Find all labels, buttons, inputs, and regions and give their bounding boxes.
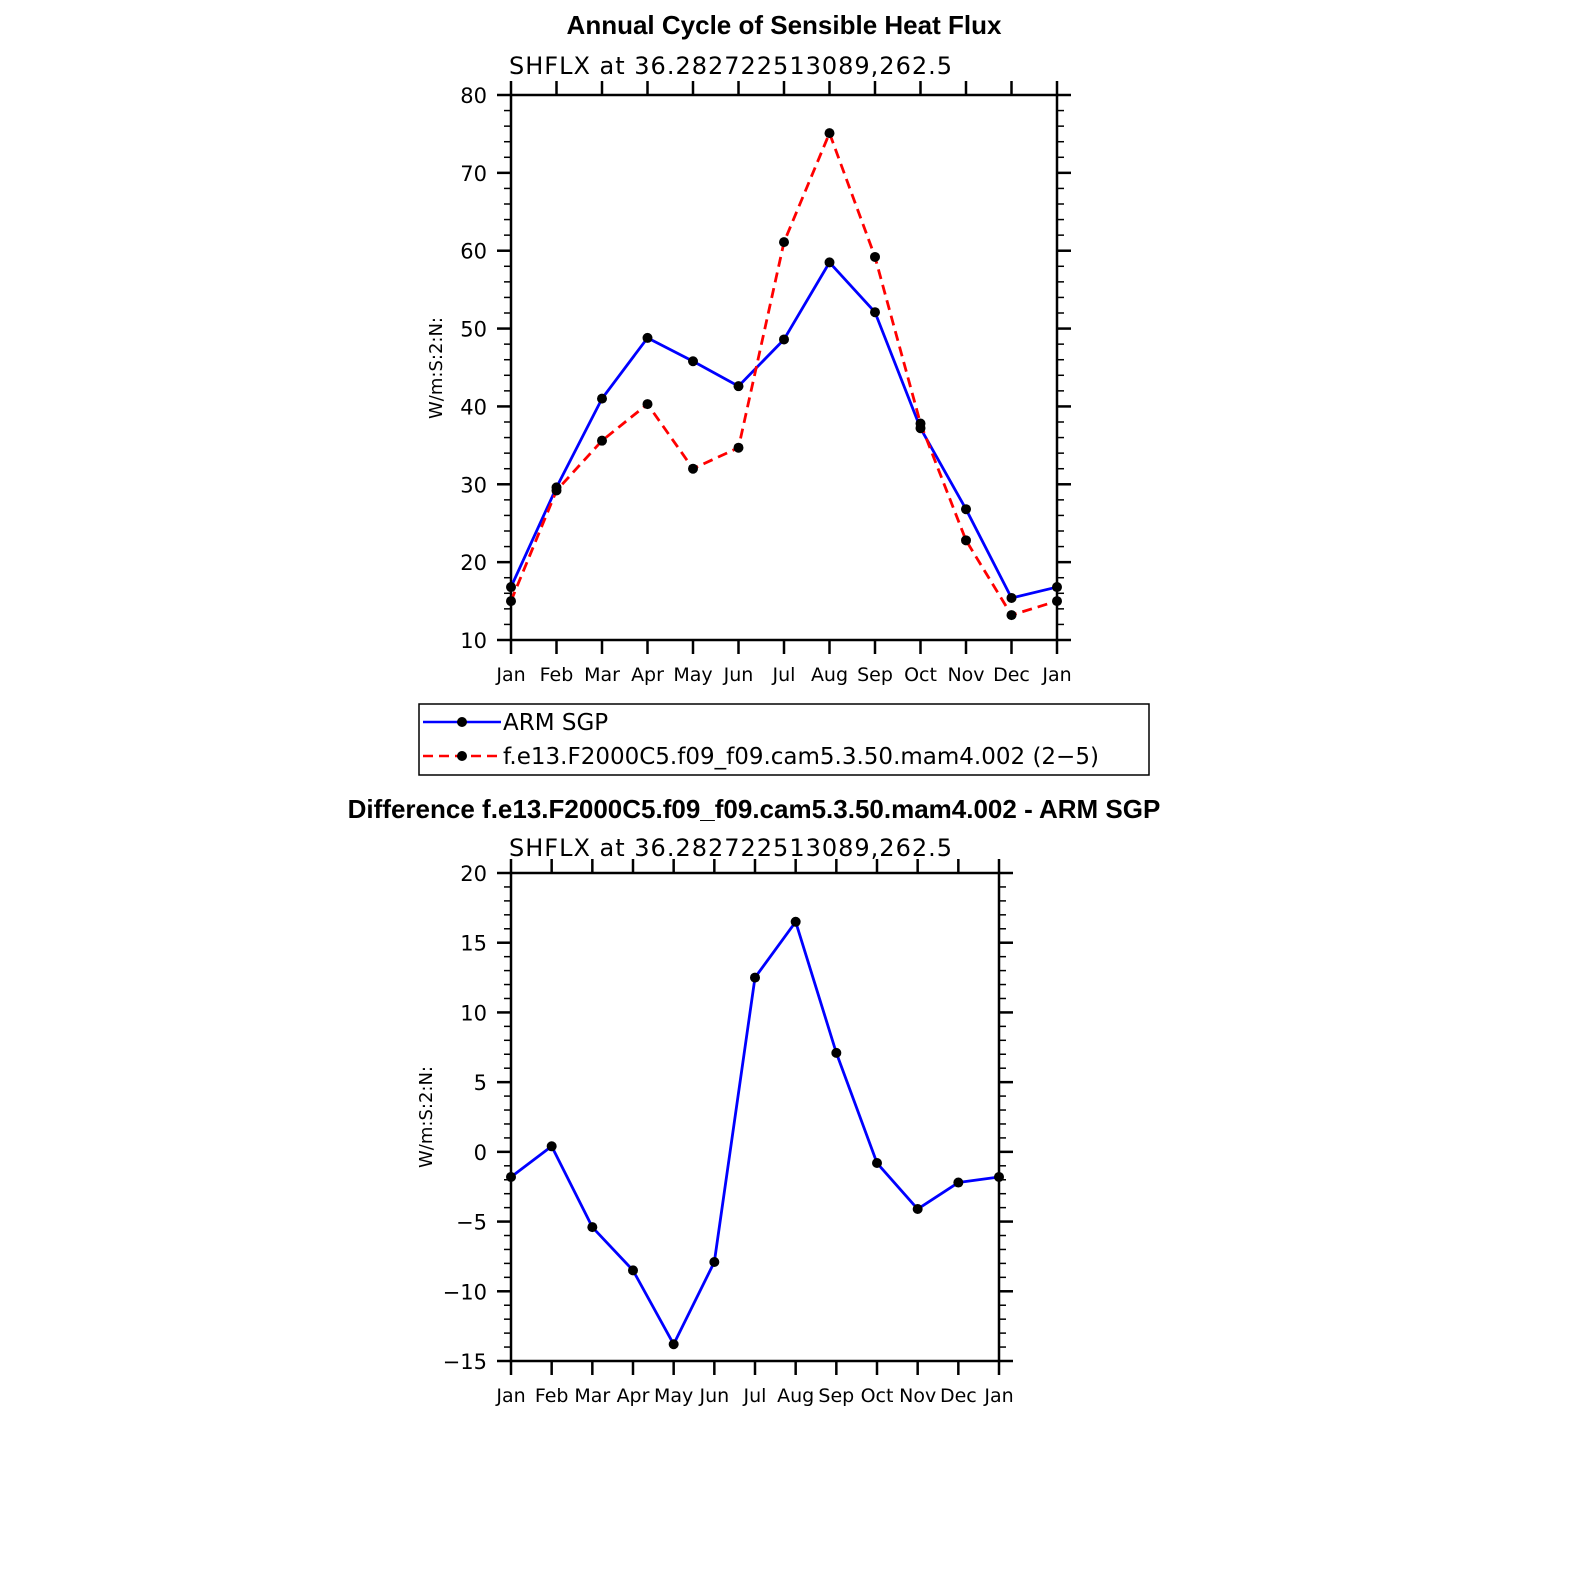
chart1-series-1-point <box>870 251 880 262</box>
legend-label-model: f.e13.F2000C5.f09_f09.cam5.3.50.mam4.002… <box>503 744 1099 770</box>
chart1-series-1-point <box>642 399 653 410</box>
chart2-series-0-point <box>668 1339 679 1350</box>
chart1-legend: ARM SGP f.e13.F2000C5.f09_f09.cam5.3.50.… <box>418 703 1150 776</box>
chart2-xtick-label: Jun <box>698 1385 729 1407</box>
chart2-series-0-point <box>587 1222 598 1233</box>
chart1-series-0-point <box>688 356 698 367</box>
chart1-series-1-point <box>506 596 516 607</box>
chart1-series-1-point <box>1052 596 1062 607</box>
chart2-xtick-label: May <box>654 1385 693 1407</box>
chart2-xtick-label: Oct <box>861 1385 894 1407</box>
chart1-series-1-point <box>915 418 926 429</box>
chart1-xtick-label: Sep <box>857 664 893 686</box>
chart2-xtick-label: Jul <box>743 1385 767 1407</box>
chart1-xtick-label: May <box>673 664 712 686</box>
chart1-ytick-label: 40 <box>460 395 487 419</box>
chart1-series-0-point <box>506 582 516 593</box>
chart2-ytick-label: 10 <box>460 1001 487 1025</box>
chart2-ytick-label: 15 <box>460 932 487 956</box>
chart2-frame <box>509 871 1001 1363</box>
chart2-series-0-point <box>750 972 760 983</box>
chart1-xtick-label: Oct <box>904 664 937 686</box>
chart1-series-1-point <box>597 435 607 446</box>
chart1-series-1-point <box>688 463 698 474</box>
chart2-series-0-point <box>709 1257 720 1268</box>
chart2-ytick-label: −5 <box>456 1211 487 1235</box>
chart1-xtick-label: Apr <box>631 664 664 686</box>
legend-marker-arm <box>457 717 467 727</box>
chart2-subtitle: SHFLX at 36.282722513089,262.5 <box>509 834 953 862</box>
chart1-xtick-label: Mar <box>584 664 620 686</box>
chart1-series-1-point <box>733 442 744 453</box>
chart1-ytick-label: 70 <box>460 162 487 186</box>
chart2-xtick-label: Feb <box>535 1385 569 1407</box>
chart2-ytick-label: 0 <box>474 1141 487 1165</box>
chart2-series-0-point <box>994 1171 1004 1182</box>
chart2-xtick-label: Sep <box>818 1385 854 1407</box>
chart1-ytick-label: 10 <box>460 629 487 653</box>
chart2-series-0-point <box>872 1158 882 1169</box>
chart1-ytick-label: 20 <box>460 551 487 575</box>
chart2-xtick-label: Apr <box>617 1385 650 1407</box>
chart1-series-1-point <box>551 485 562 496</box>
chart2-xtick-label: Dec <box>940 1385 977 1407</box>
chart1-ytick-label: 80 <box>460 84 487 108</box>
chart1-series-1-point <box>824 128 835 139</box>
chart1-ytick-label: 50 <box>460 318 487 342</box>
chart1-series-0-point <box>1006 592 1017 603</box>
chart2-xtick-label: Jan <box>983 1385 1013 1407</box>
chart2-ytick-label: −15 <box>443 1350 487 1374</box>
chart1-xtick-label: Jan <box>1041 664 1071 686</box>
chart1-plot: 10 20 30 40 50 60 70 80 Jan Feb Mar Apr May Jun Jul Aug… <box>460 81 1072 686</box>
chart1-subtitle: SHFLX at 36.282722513089,262.5 <box>509 52 953 80</box>
chart1-series-0-point <box>961 504 971 515</box>
legend-label-arm: ARM SGP <box>503 710 608 736</box>
chart2-ytick-label: −10 <box>443 1280 487 1304</box>
chart1-series-0-point <box>1052 582 1062 593</box>
chart1-xtick-label: Aug <box>811 664 848 686</box>
legend-marker-model <box>457 751 467 761</box>
chart2-xtick-label: Aug <box>777 1385 814 1407</box>
chart1-series-0-point <box>597 393 607 404</box>
chart2-series-0-line <box>510 920 1000 1346</box>
chart1-ytick-label: 30 <box>460 473 487 497</box>
chart2-series-0-point <box>953 1177 964 1188</box>
chart1-series-0-point <box>733 381 744 392</box>
chart1-xtick-label: Feb <box>540 664 574 686</box>
chart1-series-0-point <box>779 334 789 345</box>
chart2-plot: −15 −10 −5 0 5 10 15 20 Jan Feb Mar Apr May Jun Jul Aug… <box>443 859 1014 1407</box>
chart2-xtick-label: Nov <box>899 1385 936 1407</box>
chart1-series-0-point <box>642 332 653 343</box>
chart2-ytick-label: 20 <box>460 862 487 886</box>
chart2-title: Difference f.e13.F2000C5.f09_f09.cam5.3.… <box>348 794 1161 824</box>
chart2-ytick-label: 5 <box>474 1071 487 1095</box>
chart2-xtick-label: Jan <box>495 1385 525 1407</box>
chart2-series-0-point <box>831 1047 842 1058</box>
chart2-ylabel: W/m:S:2:N: <box>416 1066 437 1168</box>
chart2-series-0-point <box>506 1171 516 1182</box>
chart1-title: Annual Cycle of Sensible Heat Flux <box>567 10 1002 40</box>
chart1-ylabel: W/m:S:2:N: <box>426 317 447 419</box>
chart1-series-0-point <box>870 307 880 318</box>
chart2-series-0-point <box>912 1204 923 1215</box>
chart1-xtick-label: Jan <box>495 664 525 686</box>
chart1-series-1-line <box>509 131 1058 617</box>
chart1-series-0-line <box>509 260 1058 600</box>
chart1-xtick-label: Dec <box>993 664 1030 686</box>
chart1-xtick-label: Jun <box>723 664 754 686</box>
chart1-series-0-point <box>824 257 835 268</box>
chart1-ytick-label: 60 <box>460 240 487 264</box>
chart1-xtick-label: Jul <box>772 664 796 686</box>
chart1-frame <box>509 93 1059 642</box>
chart2-xtick-label: Mar <box>574 1385 610 1407</box>
chart1-series-1-point <box>961 535 971 546</box>
chart1-xtick-label: Nov <box>947 664 984 686</box>
chart1-series-1-point <box>779 237 789 248</box>
chart2-series-0-point <box>546 1141 557 1152</box>
chart1-series-1-point <box>1006 610 1017 621</box>
chart2-series-0-point <box>628 1265 638 1276</box>
chart2-series-0-point <box>790 916 801 927</box>
